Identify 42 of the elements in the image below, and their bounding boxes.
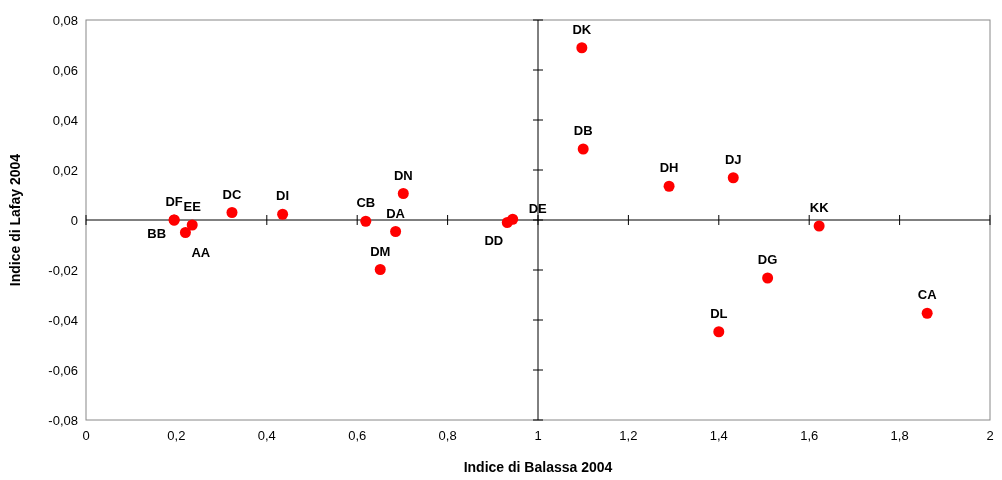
x-tick-label: 1 [534,428,542,443]
annotation: DA [386,205,406,221]
y-tick-label: 0,08 [52,12,78,28]
annotation: DE [528,201,548,217]
annotation: KK [809,200,830,215]
annotation: AA [191,244,211,260]
annotation: DB [573,123,593,138]
x-tick-label: 0 [82,428,90,443]
y-axis-title: Indice di Lafay 2004 [7,153,23,287]
y-tick-label: 0,02 [52,162,78,178]
x-tick-label: 0,6 [348,428,367,443]
y-tick-label: 0,04 [52,112,78,128]
y-tick-label: 0,06 [52,62,78,78]
x-tick-label: 1,8 [890,428,909,443]
x-tick-label: 1,4 [709,428,728,443]
x-tick-label: 0,2 [167,428,186,443]
y-tick-label: -0,06 [48,362,78,378]
annotation: EE [183,199,202,214]
annotation: CA [917,287,938,303]
annotation: DN [393,167,413,183]
annotation: DH [659,160,679,176]
x-tick-label: 1,6 [800,428,819,443]
annotation: DD [484,232,504,248]
y-tick-label: -0,02 [48,262,78,278]
x-tick-label: 0,4 [257,428,276,443]
x-tick-label: 2 [986,428,994,443]
annotation: DJ [724,151,742,167]
annotation: DG [757,252,778,267]
annotation: DK [572,21,592,37]
y-tick-label: 0 [70,212,78,228]
annotation: CB [356,195,376,211]
annotation: BB [147,226,167,241]
annotation: DL [710,305,728,321]
y-tick-label: -0,04 [48,312,78,328]
annotation: DF [165,194,183,209]
x-axis-title: Indice di Balassa 2004 [463,459,613,475]
annotation: DC [222,186,242,202]
annotation: DI [276,188,290,204]
x-tick-label: 0,8 [438,428,457,443]
y-tick-label: -0,08 [48,412,78,428]
annotation: DM [370,243,391,259]
x-tick-label: 1,2 [619,428,638,443]
